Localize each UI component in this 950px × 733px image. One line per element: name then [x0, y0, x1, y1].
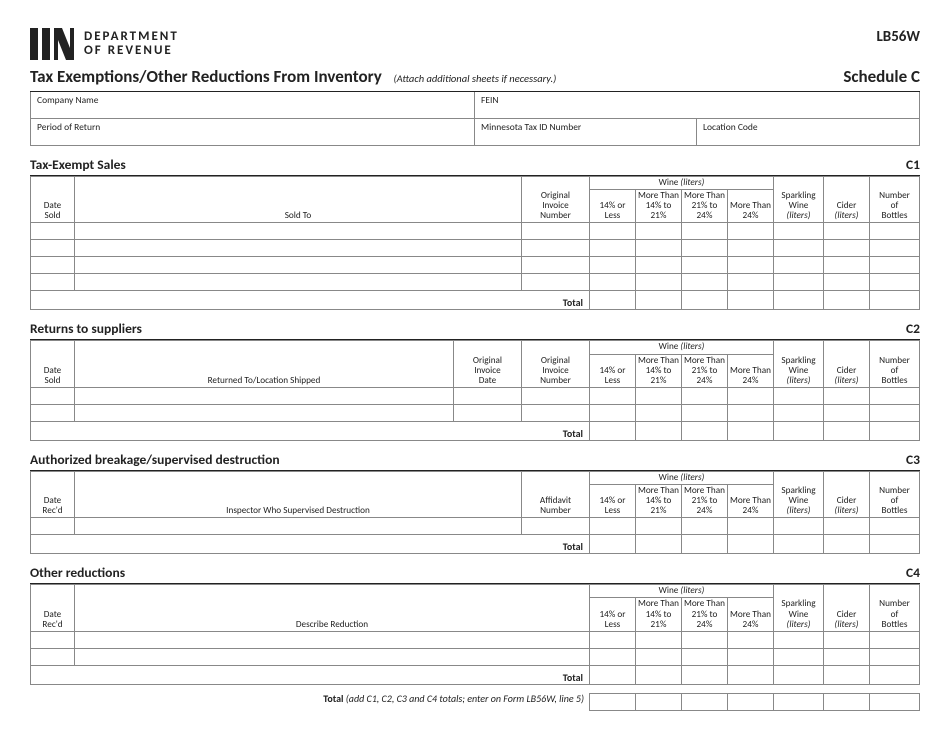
grand-total-row: Total (add C1, C2, C3 and C4 totals; ent…: [30, 693, 920, 711]
total-box[interactable]: [727, 421, 773, 440]
dept-line2: OF REVENUE: [84, 44, 179, 58]
grand-box[interactable]: [589, 693, 636, 711]
page-title: Tax Exemptions/Other Reductions From Inv…: [30, 66, 382, 87]
table-row[interactable]: [31, 648, 920, 665]
period-field[interactable]: Period of Return: [31, 119, 475, 146]
grand-box[interactable]: [681, 693, 728, 711]
title-left: Tax Exemptions/Other Reductions From Inv…: [30, 66, 556, 87]
form-page: DEPARTMENT OF REVENUE LB56W Tax Exemptio…: [0, 0, 950, 733]
total-box[interactable]: [774, 291, 824, 310]
id-row-1: Company Name FEIN: [30, 92, 920, 119]
total-box[interactable]: [824, 421, 870, 440]
section-number: C1: [906, 156, 920, 173]
total-box[interactable]: [635, 421, 681, 440]
table-row[interactable]: [31, 223, 920, 240]
section-header-c1: Tax-Exempt Sales C1: [30, 156, 920, 176]
total-box[interactable]: [727, 535, 773, 554]
section-total-row: Total: [31, 421, 920, 440]
schedule-label: Schedule C: [843, 66, 920, 87]
total-box[interactable]: [824, 291, 870, 310]
header-bar: DEPARTMENT OF REVENUE LB56W: [30, 28, 920, 60]
form-code: LB56W: [876, 28, 920, 46]
grand-box[interactable]: [635, 693, 682, 711]
total-box[interactable]: [589, 665, 635, 684]
dept-name: DEPARTMENT OF REVENUE: [84, 30, 179, 57]
section-header-c4: Other reductions C4: [30, 564, 920, 584]
grand-box[interactable]: [869, 693, 920, 711]
total-box[interactable]: [727, 291, 773, 310]
total-box[interactable]: [870, 665, 920, 684]
table-row[interactable]: [31, 404, 920, 421]
table-row[interactable]: [31, 257, 920, 274]
section-table-c4: DateRec'dDescribe ReductionWine (liters)…: [30, 584, 920, 684]
section-title: Returns to suppliers: [30, 320, 142, 337]
total-box[interactable]: [589, 421, 635, 440]
grand-box[interactable]: [727, 693, 774, 711]
section-header-c3: Authorized breakage/supervised destructi…: [30, 451, 920, 471]
grand-box[interactable]: [823, 693, 870, 711]
section-total-row: Total: [31, 291, 920, 310]
logo-block: DEPARTMENT OF REVENUE: [30, 28, 179, 60]
table-row[interactable]: [31, 274, 920, 291]
section-title: Authorized breakage/supervised destructi…: [30, 451, 280, 468]
total-box[interactable]: [727, 665, 773, 684]
total-box[interactable]: [635, 535, 681, 554]
section-table-c1: DateSoldSold ToOriginalInvoiceNumberWine…: [30, 176, 920, 310]
total-box[interactable]: [635, 291, 681, 310]
total-box[interactable]: [681, 535, 727, 554]
sections-container: Tax-Exempt Sales C1 DateSoldSold ToOrigina…: [30, 156, 920, 685]
fein-field[interactable]: FEIN: [475, 92, 919, 119]
total-box[interactable]: [824, 535, 870, 554]
company-name-field[interactable]: Company Name: [31, 92, 475, 119]
section-number: C2: [906, 320, 920, 337]
total-box[interactable]: [681, 291, 727, 310]
grand-total-boxes: [590, 693, 920, 711]
section-number: C4: [906, 564, 920, 581]
total-box[interactable]: [774, 535, 824, 554]
total-box[interactable]: [589, 535, 635, 554]
total-box[interactable]: [681, 665, 727, 684]
total-box[interactable]: [589, 291, 635, 310]
grand-box[interactable]: [773, 693, 824, 711]
total-box[interactable]: [870, 421, 920, 440]
total-box[interactable]: [774, 421, 824, 440]
total-box[interactable]: [774, 665, 824, 684]
table-row[interactable]: [31, 387, 920, 404]
table-row[interactable]: [31, 518, 920, 535]
title-row: Tax Exemptions/Other Reductions From Inv…: [30, 66, 920, 92]
section-table-c2: DateSoldReturned To/Location ShippedOrig…: [30, 340, 920, 440]
title-note: (Attach additional sheets if necessary.): [393, 72, 556, 85]
section-header-c2: Returns to suppliers C2: [30, 320, 920, 340]
total-box[interactable]: [681, 421, 727, 440]
section-title: Tax-Exempt Sales: [30, 156, 126, 173]
grand-total-bold: Total: [323, 692, 343, 705]
total-box[interactable]: [824, 665, 870, 684]
table-row[interactable]: [31, 240, 920, 257]
grand-total-label: Total (add C1, C2, C3 and C4 totals; ent…: [323, 693, 590, 705]
id-row-2: Period of Return Minnesota Tax ID Number…: [30, 119, 920, 146]
total-box[interactable]: [635, 665, 681, 684]
dept-line1: DEPARTMENT: [84, 30, 179, 44]
section-total-row: Total: [31, 535, 920, 554]
mn-tax-id-field[interactable]: Minnesota Tax ID Number: [475, 119, 697, 146]
section-table-c3: DateRec'dInspector Who Supervised Destru…: [30, 471, 920, 554]
section-number: C3: [906, 451, 920, 468]
mn-logo-icon: [30, 28, 74, 60]
total-box[interactable]: [870, 291, 920, 310]
section-total-row: Total: [31, 665, 920, 684]
table-row[interactable]: [31, 631, 920, 648]
total-box[interactable]: [870, 535, 920, 554]
section-title: Other reductions: [30, 564, 125, 581]
location-code-field[interactable]: Location Code: [697, 119, 919, 146]
grand-total-note: (add C1, C2, C3 and C4 totals; enter on …: [346, 692, 584, 705]
